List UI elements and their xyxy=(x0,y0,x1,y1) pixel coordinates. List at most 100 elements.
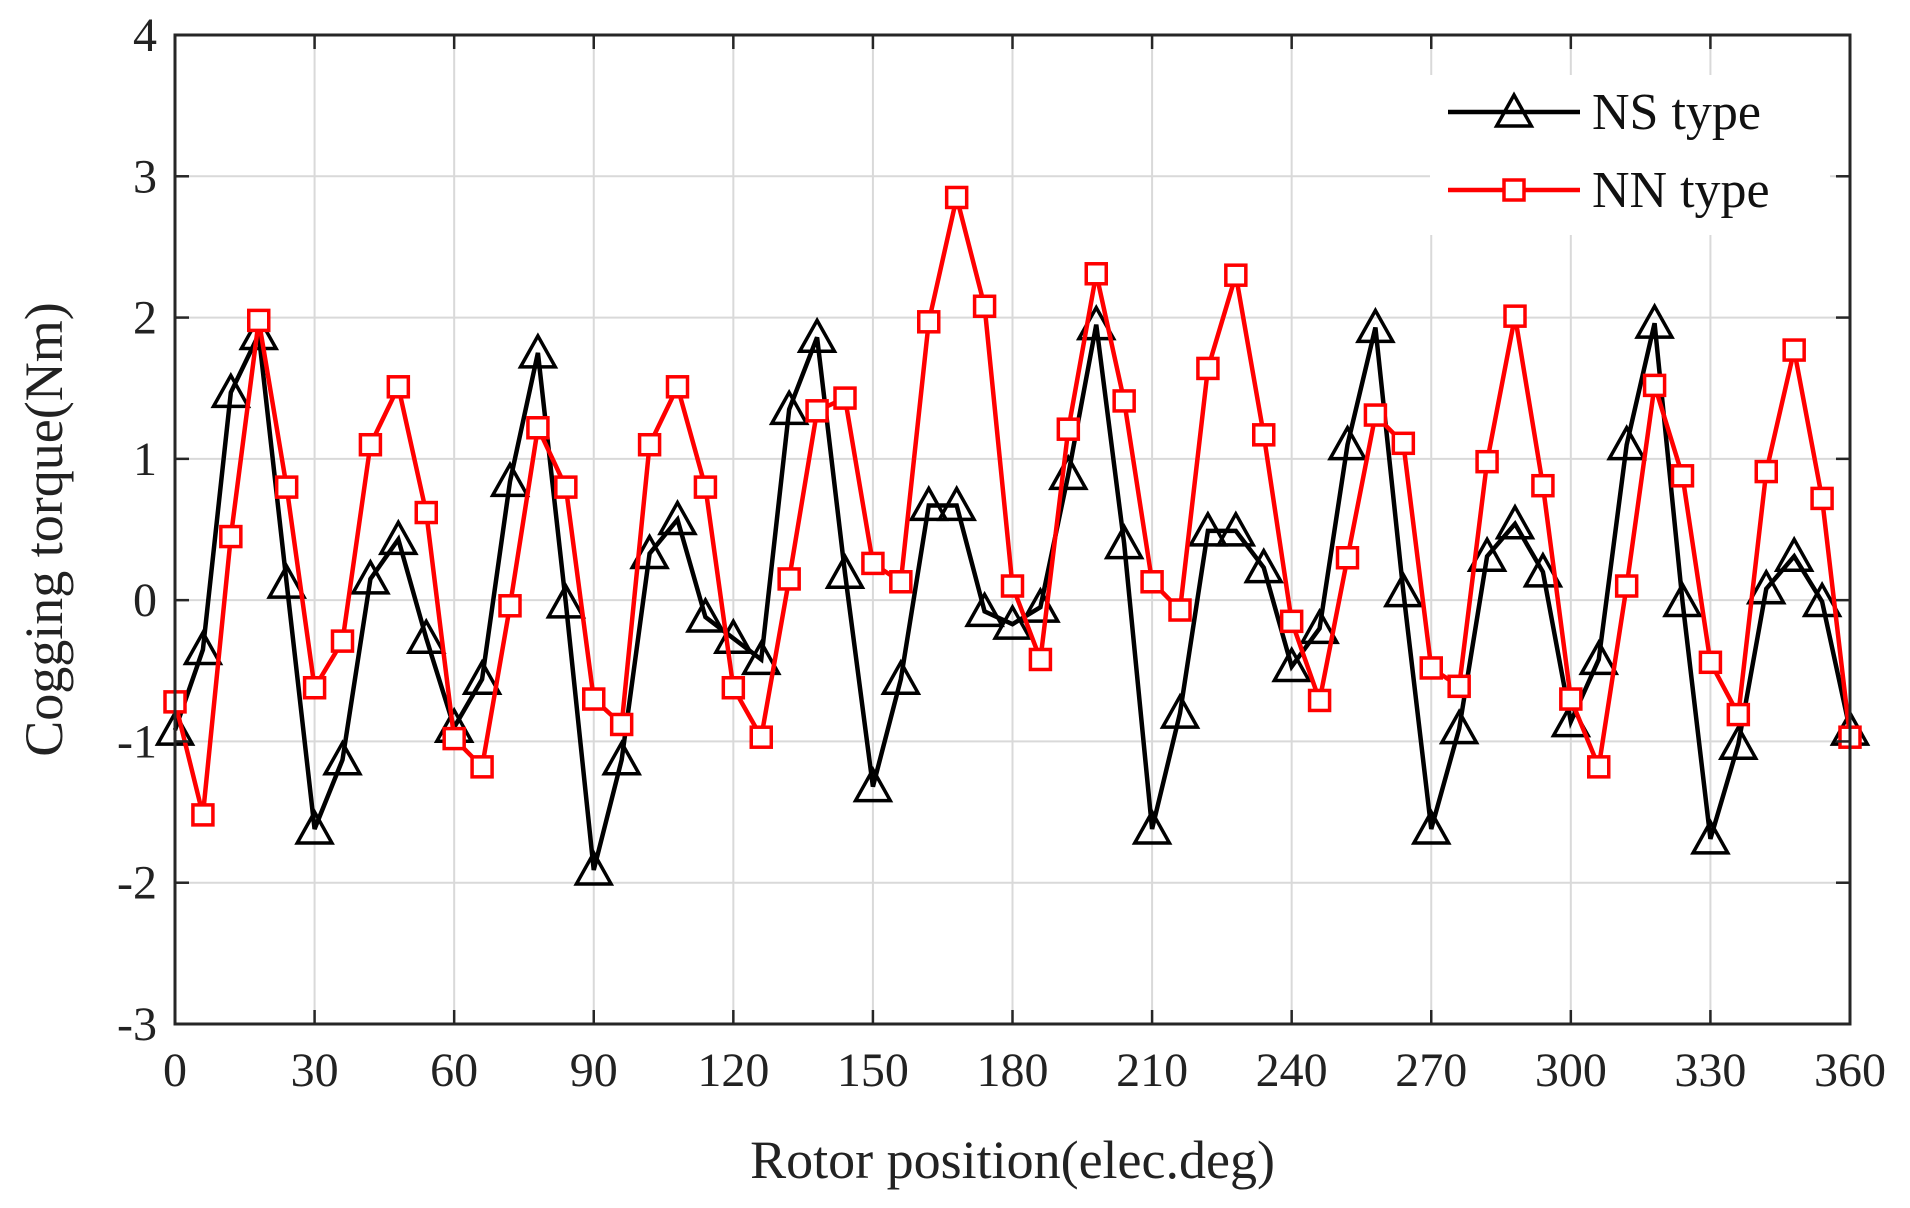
x-tick-label: 90 xyxy=(570,1044,618,1097)
y-tick-label: 1 xyxy=(133,433,157,486)
data-point-triangle xyxy=(964,590,1005,628)
data-point-triangle xyxy=(1662,580,1703,618)
data-point-square xyxy=(693,475,718,499)
data-point-square xyxy=(1224,263,1248,287)
data-point-triangle xyxy=(1578,638,1620,676)
x-tick-label: 120 xyxy=(697,1044,769,1097)
data-point-triangle xyxy=(489,460,531,498)
data-point-square xyxy=(917,310,941,334)
data-point-triangle xyxy=(1187,510,1229,547)
data-point-triangle xyxy=(210,371,252,409)
data-point-triangle xyxy=(1243,547,1285,584)
data-point-triangle xyxy=(405,617,447,654)
data-point-triangle xyxy=(350,558,391,595)
data-point-triangle xyxy=(517,332,559,369)
data-point-triangle xyxy=(1718,723,1759,760)
data-point-triangle xyxy=(1131,808,1173,845)
data-point-triangle xyxy=(852,766,894,803)
data-point-square xyxy=(414,500,438,525)
data-point-triangle xyxy=(880,658,922,695)
data-point-triangle xyxy=(1383,571,1424,608)
data-point-triangle xyxy=(1103,523,1145,560)
data-point-triangle xyxy=(1745,568,1787,605)
data-point-square xyxy=(833,386,857,410)
data-point-triangle xyxy=(545,582,587,619)
x-tick-label: 30 xyxy=(291,1044,339,1097)
data-point-square xyxy=(498,594,522,618)
data-point-triangle xyxy=(182,629,224,666)
data-point-square xyxy=(470,755,494,779)
data-point-triangle xyxy=(1438,708,1480,745)
data-point-triangle xyxy=(768,388,810,426)
x-tick-label: 300 xyxy=(1535,1044,1607,1097)
data-point-square xyxy=(330,629,355,653)
data-point-square xyxy=(609,712,634,737)
data-point-triangle xyxy=(908,484,950,522)
data-point-triangle xyxy=(294,808,335,845)
legend: NS type NN type xyxy=(1430,75,1830,235)
data-point-square xyxy=(191,803,215,827)
data-point-square xyxy=(665,375,690,399)
y-tick-label: -2 xyxy=(117,857,157,910)
data-point-square xyxy=(1475,449,1499,474)
x-tick-label: 240 xyxy=(1256,1044,1328,1097)
data-point-triangle xyxy=(1773,535,1815,573)
series-layer xyxy=(154,185,1871,886)
data-point-square xyxy=(274,475,299,499)
data-point-triangle xyxy=(1327,424,1368,461)
axis-ticks: 0 30 60 90 120 150 180 210 240 270 300 330 360-3-2-1… xyxy=(117,9,1886,1097)
data-point-square xyxy=(1391,431,1416,456)
data-point-square xyxy=(1419,656,1443,680)
data-point-triangle xyxy=(322,739,363,776)
data-point-square xyxy=(1614,574,1639,598)
data-point-square xyxy=(1252,423,1276,447)
data-point-triangle xyxy=(378,518,419,556)
legend-marker-triangle xyxy=(1493,91,1535,128)
x-tick-label: 360 xyxy=(1814,1044,1886,1097)
x-tick-label: 210 xyxy=(1116,1044,1188,1097)
data-point-square xyxy=(1279,609,1304,634)
data-point-square xyxy=(386,375,411,399)
data-point-square xyxy=(972,294,997,319)
data-point-triangle xyxy=(1634,302,1675,339)
data-point-triangle xyxy=(936,484,977,522)
data-point-triangle xyxy=(657,499,698,536)
data-point-triangle xyxy=(1355,306,1396,344)
data-point-triangle xyxy=(1466,535,1508,573)
data-point-square xyxy=(805,399,829,423)
legend-label-nn-type: NN type xyxy=(1592,162,1770,219)
legend-entry-nn-type xyxy=(1448,178,1580,202)
data-point-square xyxy=(1140,570,1164,594)
data-point-square xyxy=(749,725,773,749)
data-point-square xyxy=(1447,674,1471,699)
x-tick-label: 0 xyxy=(163,1044,187,1097)
data-point-square xyxy=(1726,702,1751,727)
data-point-square xyxy=(1363,403,1388,427)
data-point-square xyxy=(554,475,578,499)
data-point-square xyxy=(1782,338,1806,362)
data-point-square xyxy=(1168,598,1192,622)
x-tick-label: 180 xyxy=(977,1044,1049,1097)
x-axis-title: Rotor position(elec.deg) xyxy=(750,1130,1275,1190)
x-tick-label: 270 xyxy=(1395,1044,1467,1097)
data-point-triangle xyxy=(461,658,503,695)
data-point-triangle xyxy=(740,638,782,676)
data-point-triangle xyxy=(796,316,838,354)
data-point-triangle xyxy=(1494,503,1536,540)
data-point-square xyxy=(1112,389,1136,413)
data-point-square xyxy=(526,416,550,440)
data-point-triangle xyxy=(1410,808,1452,845)
y-tick-label: 0 xyxy=(133,574,157,627)
data-point-square xyxy=(1307,688,1332,713)
x-tick-label: 330 xyxy=(1674,1044,1746,1097)
legend-entry-ns-type xyxy=(1448,91,1580,128)
data-point-square xyxy=(582,687,606,711)
data-point-square xyxy=(1531,473,1555,498)
data-point-triangle xyxy=(1690,818,1731,855)
data-point-triangle xyxy=(1801,580,1843,618)
y-tick-label: -1 xyxy=(117,715,157,768)
data-point-triangle xyxy=(685,596,726,633)
data-point-triangle xyxy=(601,739,642,776)
legend-box xyxy=(1430,75,1830,235)
data-point-square xyxy=(1028,647,1053,672)
